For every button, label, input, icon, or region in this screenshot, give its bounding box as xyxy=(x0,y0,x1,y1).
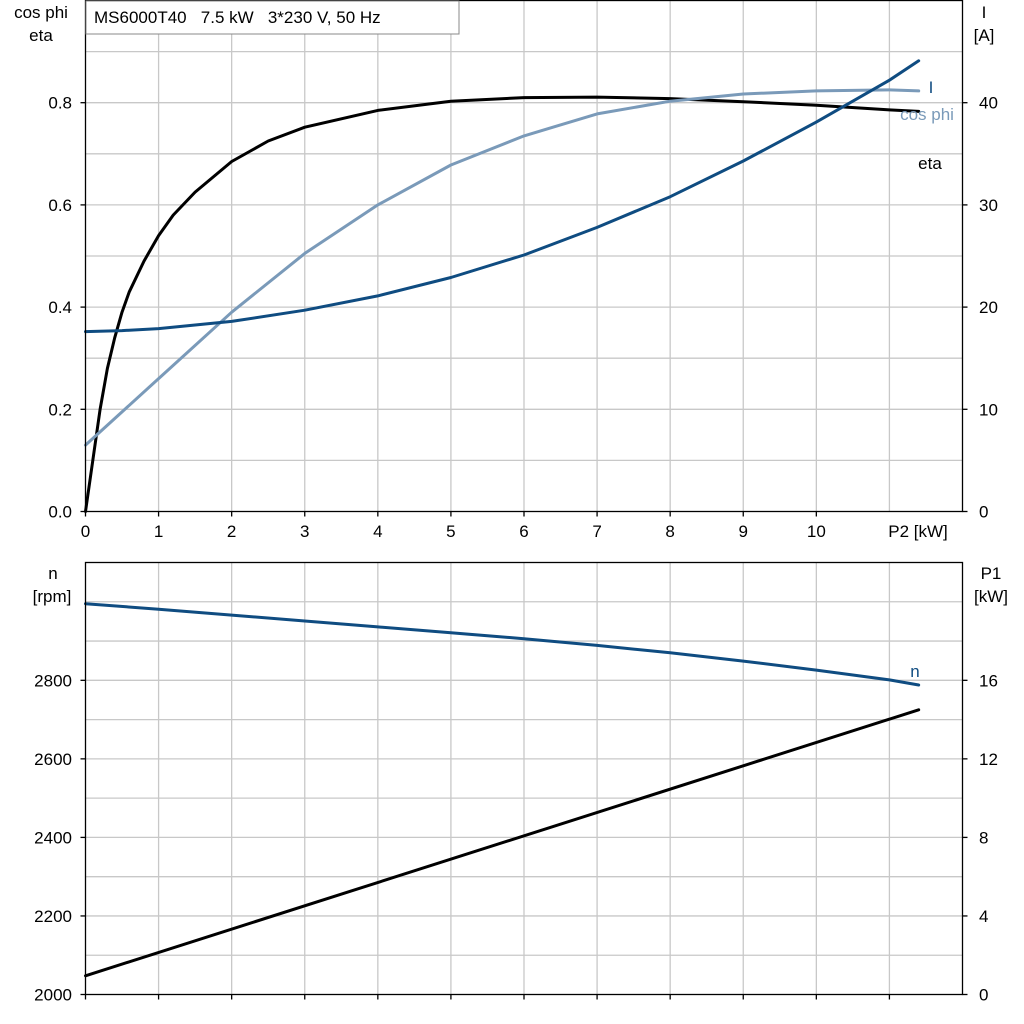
series-label-eta: eta xyxy=(918,154,942,173)
series-line-n xyxy=(84,602,921,687)
x-tick-label: 10 xyxy=(807,522,826,541)
x-tick-label: 6 xyxy=(519,522,528,541)
x-tick-label: 0 xyxy=(81,522,90,541)
left-y-tick-label: 0.8 xyxy=(48,94,72,113)
bottom-left-y-tick-label: 2200 xyxy=(34,907,72,926)
x-tick-label: 4 xyxy=(373,522,382,541)
x-tick-label: 1 xyxy=(154,522,163,541)
series-label-I: I xyxy=(929,78,934,97)
top-right-axis-label-1: I xyxy=(982,3,987,22)
x-tick-label: 5 xyxy=(446,522,455,541)
series-label-cos-phi: cos phi xyxy=(900,105,954,124)
title-box xyxy=(85,0,460,35)
left-y-tick-label: 0.6 xyxy=(48,196,72,215)
right-y-tick-label: 40 xyxy=(979,94,998,113)
bottom-right-y-tick-label: 16 xyxy=(979,671,998,690)
bottom-right-y-tick-label: 0 xyxy=(979,986,988,1005)
bottom-left-y-tick-label: 2000 xyxy=(34,986,72,1005)
x-tick-label: 7 xyxy=(592,522,601,541)
bottom-right-y-tick-label: 4 xyxy=(979,907,988,926)
left-y-tick-label: 0.2 xyxy=(48,400,72,419)
right-y-tick-label: 20 xyxy=(979,298,998,317)
top-right-axis-label-2: [A] xyxy=(974,26,995,45)
right-y-tick-label: 30 xyxy=(979,196,998,215)
bottom-right-axis-label-1: P1 xyxy=(981,564,1002,583)
top-grid xyxy=(85,0,963,512)
chart-title: MS6000T40 7.5 kW 3*230 V, 50 Hz xyxy=(94,8,381,27)
top-panel: 0 1 2 3 4 5 6 7 8 9 10 0.0 0.2 0.4 0.6 0.8 0 10 20 30 40 MS6… xyxy=(14,0,998,541)
bottom-left-y-tick-label: 2800 xyxy=(34,671,72,690)
bottom-right-axis-label-2: [kW] xyxy=(974,587,1008,606)
series-line-eta xyxy=(84,95,921,513)
x-tick-label: 2 xyxy=(227,522,236,541)
top-ticks xyxy=(80,102,968,517)
bottom-series xyxy=(84,602,921,978)
left-y-tick-label: 0.4 xyxy=(48,298,72,317)
series-line-cos-phi xyxy=(84,88,921,447)
bottom-left-y-tick-label: 2600 xyxy=(34,750,72,769)
bottom-tick-labels: 2000 2200 2400 2600 2800 0 4 8 12 16 xyxy=(34,671,998,1004)
series-line-i xyxy=(84,59,921,334)
x-tick-label: 3 xyxy=(300,522,309,541)
x-axis-label: P2 [kW] xyxy=(888,522,948,541)
top-tick-labels: 0 1 2 3 4 5 6 7 8 9 10 0.0 0.2 0.4 0.6 0.8 0 10 20 30 40 xyxy=(48,94,998,541)
bottom-left-axis-label-1: n xyxy=(48,564,57,583)
top-series xyxy=(84,59,921,513)
right-y-tick-label: 0 xyxy=(979,503,988,522)
bottom-right-y-tick-label: 8 xyxy=(979,828,988,847)
x-tick-label: 8 xyxy=(665,522,674,541)
bottom-grid xyxy=(85,562,963,995)
series-line-p1 xyxy=(84,708,921,978)
bottom-ticks xyxy=(80,679,968,1000)
bottom-left-axis-label-2: [rpm] xyxy=(33,587,72,606)
bottom-right-y-tick-label: 12 xyxy=(979,750,998,769)
x-tick-label: 9 xyxy=(739,522,748,541)
right-y-tick-label: 10 xyxy=(979,400,998,419)
bottom-panel: 2000 2200 2400 2600 2800 0 4 8 12 16 n [rpm] P1 [… xyxy=(33,561,1008,1005)
top-left-axis-label-1: cos phi xyxy=(14,3,68,22)
top-left-axis-label-2: eta xyxy=(29,26,53,45)
series-label-n: n xyxy=(910,662,919,681)
bottom-left-y-tick-label: 2400 xyxy=(34,828,72,847)
left-y-tick-label: 0.0 xyxy=(48,503,72,522)
